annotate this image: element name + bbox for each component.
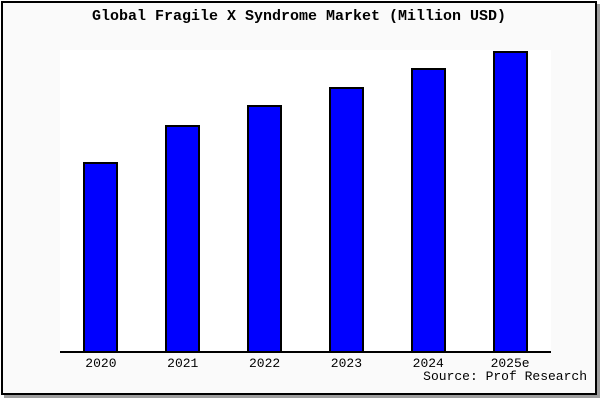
chart-card: Global Fragile X Syndrome Market (Millio… <box>1 1 597 395</box>
x-tick-label-2021: 2021 <box>167 356 199 371</box>
chart-title: Global Fragile X Syndrome Market (Millio… <box>91 8 507 25</box>
x-tick-label-2022: 2022 <box>248 356 281 371</box>
bar-2022 <box>247 105 283 351</box>
x-tick-label-2024: 2024 <box>412 356 444 371</box>
bar-2023 <box>328 87 364 351</box>
bar-2021 <box>165 125 201 351</box>
x-tick-label-2023: 2023 <box>330 356 363 371</box>
source-note: Source: Prof Research <box>423 369 587 384</box>
x-tick-label-2020: 2020 <box>85 356 117 371</box>
x-axis-labels: 2020 2021 2022 2023 2024 2025e <box>60 356 551 372</box>
bar-2020 <box>83 162 119 351</box>
x-tick-label-2025e: 2025e <box>490 356 530 371</box>
plot-area <box>60 50 551 353</box>
bar-2025e <box>492 51 528 351</box>
bar-2024 <box>410 68 446 351</box>
